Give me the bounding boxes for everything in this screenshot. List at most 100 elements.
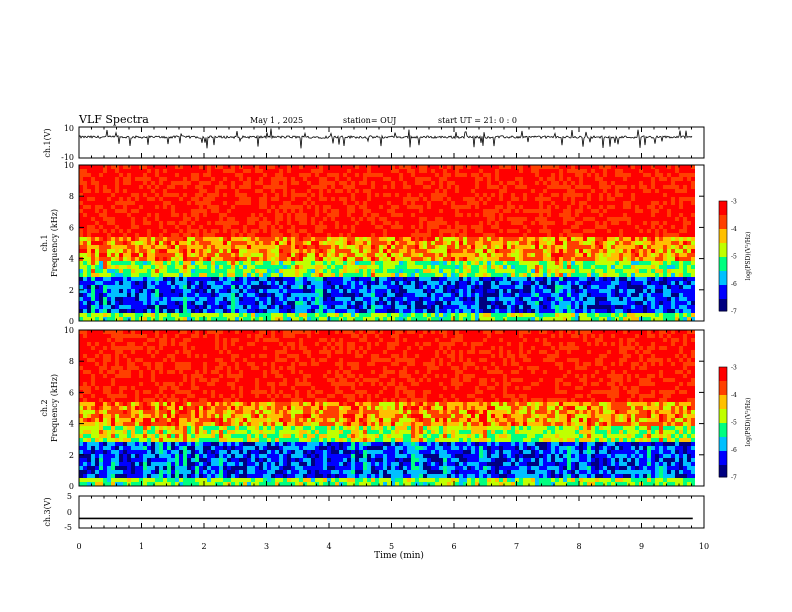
- spectrogram-cell: [247, 269, 251, 273]
- spectrogram-cell: [303, 265, 307, 269]
- spectrogram-cell: [583, 305, 587, 309]
- spectrogram-cell: [427, 169, 431, 173]
- spectrogram-cell: [339, 193, 343, 197]
- spectrogram-cell: [91, 301, 95, 305]
- spectrogram-cell: [443, 213, 447, 217]
- spectrogram-cell: [531, 189, 535, 193]
- spectrogram-cell: [159, 189, 163, 193]
- spectrogram-cell: [539, 197, 543, 201]
- spectrogram-cell: [155, 293, 159, 297]
- spectrogram-cell: [227, 241, 231, 245]
- spectrogram-cell: [239, 233, 243, 237]
- spectrogram-cell: [375, 309, 379, 313]
- spectrogram-cell: [259, 285, 263, 289]
- spectrogram-cell: [259, 277, 263, 281]
- spectrogram-cell: [403, 273, 407, 277]
- spectrogram-cell: [175, 237, 179, 241]
- spectrogram-cell: [171, 285, 175, 289]
- spectrogram-cell: [343, 229, 347, 233]
- spectrogram-cell: [139, 241, 143, 245]
- spectrogram-cell: [363, 233, 367, 237]
- spectrogram-cell: [419, 185, 423, 189]
- spectrogram-cell: [587, 173, 591, 177]
- spectrogram-cell: [427, 265, 431, 269]
- spectrogram-cell: [159, 313, 163, 317]
- spectrogram-cell: [555, 173, 559, 177]
- spectrogram-cell: [435, 213, 439, 217]
- spectrogram-cell: [99, 209, 103, 213]
- spectrogram-cell: [443, 281, 447, 285]
- spectrogram-cell: [235, 205, 239, 209]
- spectrogram-cell: [295, 197, 299, 201]
- spectrogram-cell: [347, 257, 351, 261]
- spectrogram-cell: [391, 257, 395, 261]
- spectrogram-cell: [491, 269, 495, 273]
- spectrogram-cell: [263, 169, 267, 173]
- spectrogram-cell: [347, 317, 351, 321]
- spectrogram-cell: [451, 177, 455, 181]
- spectrogram-cell: [347, 201, 351, 205]
- spectrogram-cell: [419, 313, 423, 317]
- spectrogram-cell: [363, 213, 367, 217]
- spectrogram-cell: [399, 173, 403, 177]
- spectrogram-cell: [431, 181, 435, 185]
- spectrogram-cell: [87, 221, 91, 225]
- spectrogram-cell: [567, 209, 571, 213]
- spectrogram-cell: [527, 189, 531, 193]
- spectrogram-cell: [423, 221, 427, 225]
- spectrogram-cell: [115, 289, 119, 293]
- spectrogram-cell: [207, 281, 211, 285]
- spectrogram-cell: [271, 225, 275, 229]
- spectrogram-cell: [459, 233, 463, 237]
- spectrogram-cell: [403, 309, 407, 313]
- spectrogram-cell: [139, 253, 143, 257]
- spectrogram-cell: [531, 269, 535, 273]
- spectrogram-cell: [323, 293, 327, 297]
- spectrogram-cell: [343, 281, 347, 285]
- spectrogram-cell: [527, 169, 531, 173]
- spectrogram-cell: [283, 169, 287, 173]
- spectrogram-cell: [127, 237, 131, 241]
- spectrogram-cell: [287, 301, 291, 305]
- spectrogram-cell: [227, 261, 231, 265]
- spectrogram-cell: [151, 233, 155, 237]
- spectrogram-cell: [483, 301, 487, 305]
- spectrogram-cell: [451, 305, 455, 309]
- spectrogram-cell: [87, 177, 91, 181]
- spectrogram-cell: [563, 253, 567, 257]
- spectrogram-cell: [91, 261, 95, 265]
- spectrogram-cell: [159, 241, 163, 245]
- spectrogram-cell: [519, 273, 523, 277]
- spectrogram-cell: [419, 309, 423, 313]
- spectrogram-cell: [431, 297, 435, 301]
- spectrogram-cell: [247, 285, 251, 289]
- spectrogram-cell: [199, 257, 203, 261]
- spectrogram-cell: [83, 217, 87, 221]
- spectrogram-cell: [499, 249, 503, 253]
- spectrogram-cell: [283, 229, 287, 233]
- spectrogram-cell: [251, 213, 255, 217]
- spectrogram-cell: [311, 301, 315, 305]
- spectrogram-cell: [315, 177, 319, 181]
- spectrogram-cell: [91, 233, 95, 237]
- spectrogram-cell: [475, 201, 479, 205]
- spectrogram-cell: [231, 165, 235, 169]
- spectrogram-cell: [495, 217, 499, 221]
- spectrogram-cell: [187, 265, 191, 269]
- spectrogram-cell: [103, 177, 107, 181]
- spectrogram-cell: [311, 189, 315, 193]
- spectrogram-cell: [127, 281, 131, 285]
- spectrogram-cell: [115, 197, 119, 201]
- spectrogram-cell: [579, 317, 583, 321]
- spectrogram-cell: [251, 165, 255, 169]
- spectrogram-cell: [551, 169, 555, 173]
- spectrogram-cell: [371, 277, 375, 281]
- spectrogram-cell: [83, 269, 87, 273]
- spectrogram-cell: [571, 273, 575, 277]
- spectrogram-cell: [331, 309, 335, 313]
- spectrogram-cell: [555, 265, 559, 269]
- spectrogram-cell: [151, 229, 155, 233]
- spectrogram-cell: [495, 241, 499, 245]
- spectrogram-cell: [447, 241, 451, 245]
- spectrogram-cell: [139, 305, 143, 309]
